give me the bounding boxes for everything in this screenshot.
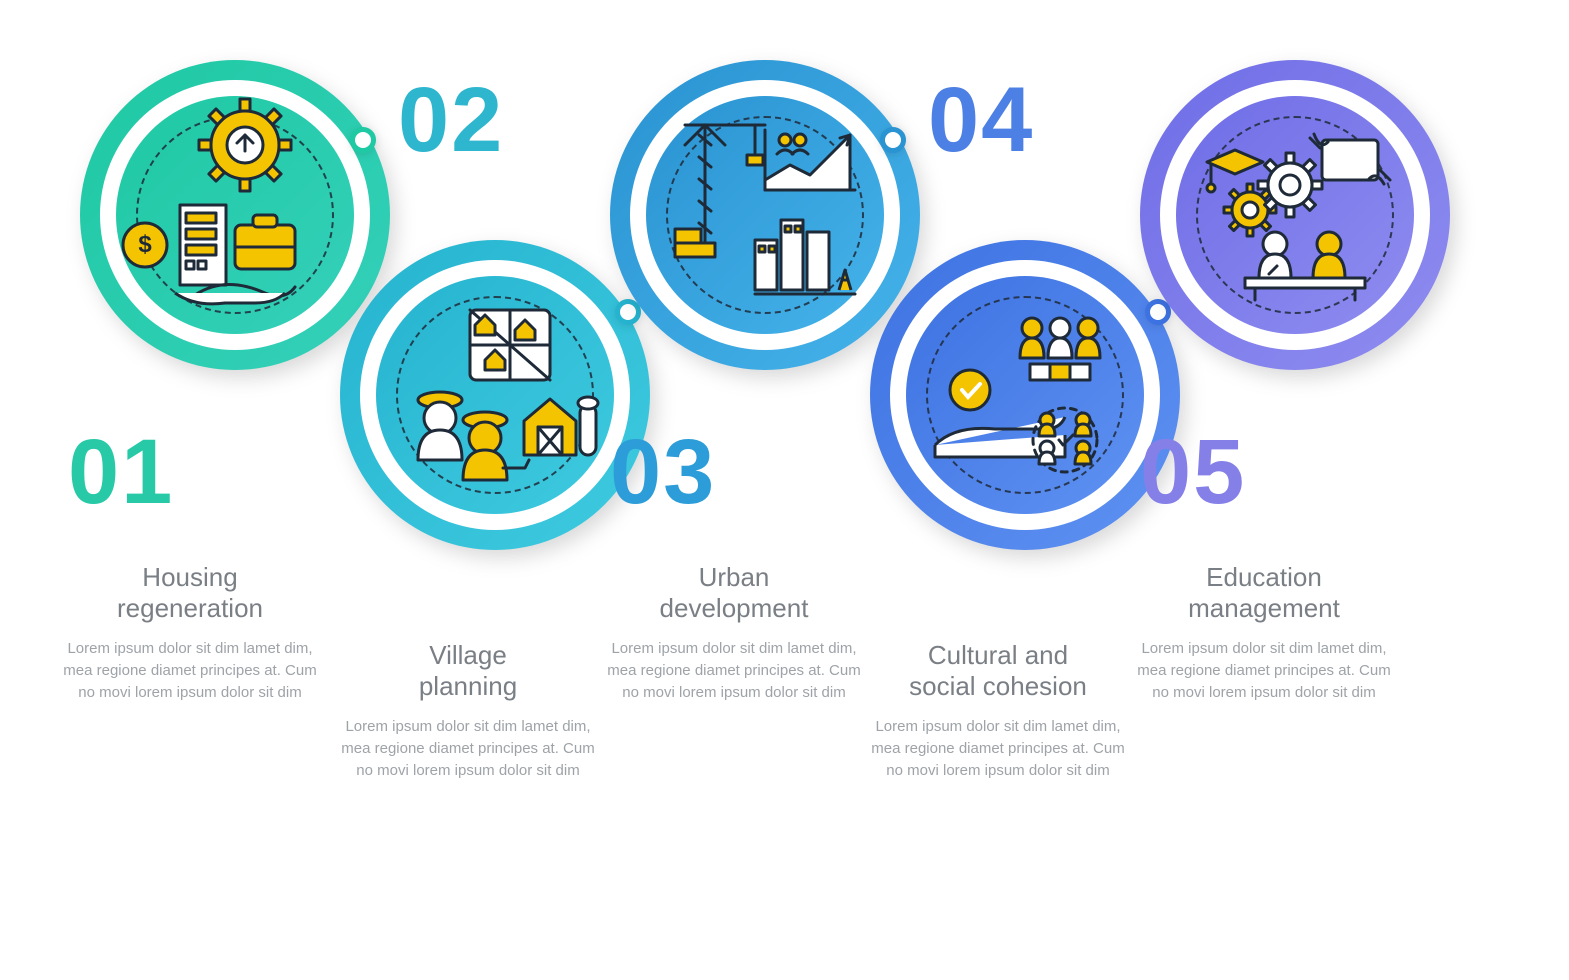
- step-title: Education management: [1134, 562, 1394, 624]
- connector-dot: [880, 127, 906, 153]
- step-text-2: Village planning Lorem ipsum dolor sit d…: [338, 640, 598, 782]
- step-body: Lorem ipsum dolor sit dim lamet dim, mea…: [868, 716, 1128, 781]
- step-circle-5: [1140, 60, 1450, 370]
- infographic-stage: $ 01 Housing regeneration Lorem ipsum do…: [0, 0, 1569, 980]
- step-number-5: 05: [1140, 420, 1246, 525]
- svg-text:$: $: [138, 231, 152, 258]
- step-circle-2: [340, 240, 650, 550]
- step-title: Cultural and social cohesion: [868, 640, 1128, 702]
- step-number-1: 01: [68, 420, 174, 525]
- connector-dot: [350, 127, 376, 153]
- step-circle-4: [870, 240, 1180, 550]
- step-text-5: Education management Lorem ipsum dolor s…: [1134, 562, 1394, 704]
- step-body: Lorem ipsum dolor sit dim lamet dim, mea…: [1134, 638, 1394, 703]
- step-body: Lorem ipsum dolor sit dim lamet dim, mea…: [60, 638, 320, 703]
- step-text-4: Cultural and social cohesion Lorem ipsum…: [868, 640, 1128, 782]
- step-title: Housing regeneration: [60, 562, 320, 624]
- step-number-3: 03: [610, 420, 716, 525]
- step-body: Lorem ipsum dolor sit dim lamet dim, mea…: [338, 716, 598, 781]
- step-text-3: Urban development Lorem ipsum dolor sit …: [604, 562, 864, 704]
- step-title: Urban development: [604, 562, 864, 624]
- step-number-2: 02: [398, 68, 504, 173]
- step-title: Village planning: [338, 640, 598, 702]
- step-text-1: Housing regeneration Lorem ipsum dolor s…: [60, 562, 320, 704]
- village-planning-icon: [340, 240, 650, 550]
- step-number-4: 04: [928, 68, 1034, 173]
- step-body: Lorem ipsum dolor sit dim lamet dim, mea…: [604, 638, 864, 703]
- social-cohesion-icon: [870, 240, 1180, 550]
- education-management-icon: [1140, 60, 1450, 370]
